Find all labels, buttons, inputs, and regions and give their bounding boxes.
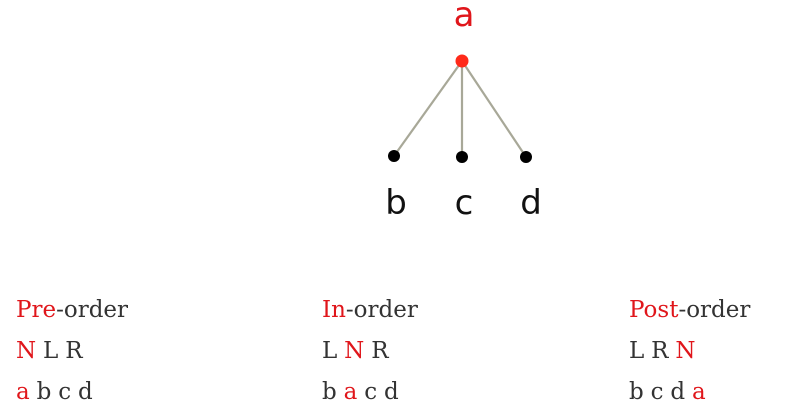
sequence-token: a (692, 379, 706, 405)
edge-a-d (461, 60, 527, 158)
traversal-title-highlight: Pre (16, 297, 57, 323)
sequence-token: d (384, 379, 399, 405)
pattern-token: N (675, 338, 696, 364)
traversal-title: Pre-order (16, 290, 128, 331)
sequence-token: b (36, 379, 52, 405)
traversal-title-rest: -order (345, 297, 418, 323)
traversal-title: Post-order (629, 290, 750, 331)
pattern-token: R (651, 338, 669, 364)
traversal-title-highlight: In (322, 297, 346, 323)
child-node-dot-c (456, 151, 468, 163)
sequence-token: c (364, 379, 378, 405)
tree-diagram: a b c d (385, 0, 542, 223)
sequence-token: c (58, 379, 72, 405)
pattern-token: R (371, 338, 389, 364)
traversal-title-highlight: Post (629, 297, 679, 323)
sequence-token: c (650, 379, 664, 405)
edge-a-b (393, 60, 463, 157)
sequence-token: b (322, 379, 337, 405)
pattern-token: R (65, 338, 83, 364)
root-node-label: a (454, 0, 475, 35)
traversal-title-rest: -order (56, 297, 129, 323)
sequence-token: d (78, 379, 93, 405)
child-node-label-b: b (385, 183, 407, 223)
sequence-token: a (343, 379, 358, 405)
child-node-label-d: d (520, 183, 542, 223)
pattern-token: N (344, 338, 365, 364)
traversal-title-rest: -order (678, 297, 751, 323)
pattern-token: N (16, 338, 37, 364)
sequence-token: b (629, 379, 644, 405)
pattern-token: L (322, 338, 338, 364)
sequence-token: a (16, 379, 30, 405)
pattern-token: L (43, 338, 59, 364)
sequence-token: d (670, 379, 686, 405)
traversal-title: In-order (322, 290, 418, 331)
child-node-dot-b (388, 150, 400, 162)
pattern-token: L (629, 338, 645, 364)
child-node-label-c: c (455, 183, 474, 223)
child-node-dot-d (520, 151, 532, 163)
root-node-dot (455, 54, 469, 68)
